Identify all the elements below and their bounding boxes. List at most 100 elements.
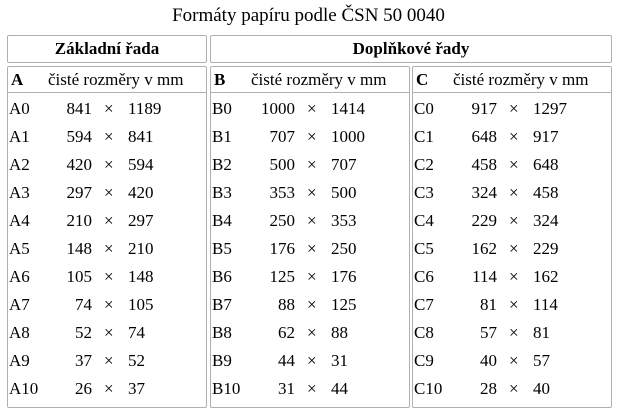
format-name: A6 — [9, 267, 30, 286]
height-value: 420 — [128, 183, 154, 202]
format-name: A10 — [9, 379, 39, 398]
times-sign: × — [509, 295, 519, 314]
width-value: 114 — [472, 267, 497, 286]
format-name: A7 — [9, 295, 30, 314]
height-value: 105 — [128, 295, 154, 314]
height-value: 297 — [128, 211, 154, 230]
height-value: 37 — [128, 379, 145, 398]
width-value: 88 — [278, 295, 295, 314]
table-row: B10 31 × 44 — [211, 375, 409, 403]
table-row: C10 28 × 40 — [413, 375, 611, 403]
table-row: B5 176 × 250 — [211, 235, 409, 263]
table-row: C8 57 × 81 — [413, 319, 611, 347]
table-row: C7 81 × 114 — [413, 291, 611, 319]
table-row: A5 148 × 210 — [8, 235, 206, 263]
format-name: B6 — [212, 267, 232, 286]
table-row: B8 62 × 88 — [211, 319, 409, 347]
times-sign: × — [104, 239, 114, 258]
height-value: 125 — [331, 295, 357, 314]
format-name: A1 — [9, 127, 30, 146]
table-row: C6 114 × 162 — [413, 263, 611, 291]
times-sign: × — [104, 99, 114, 118]
width-value: 57 — [480, 323, 497, 342]
width-value: 707 — [269, 127, 296, 146]
width-value: 176 — [269, 239, 296, 258]
format-name: C1 — [414, 127, 434, 146]
width-value: 31 — [278, 379, 295, 398]
series-letter: C — [416, 70, 429, 89]
table-row: C9 40 × 57 — [413, 347, 611, 375]
times-sign: × — [509, 183, 519, 202]
times-sign: × — [307, 99, 317, 118]
format-name: A2 — [9, 155, 30, 174]
dimension-unit-label: čisté rozměry v mm — [251, 70, 387, 89]
header-divider — [413, 92, 611, 93]
height-value: 1000 — [331, 127, 365, 146]
width-value: 40 — [480, 351, 497, 370]
format-name: C9 — [414, 351, 434, 370]
height-value: 44 — [331, 379, 348, 398]
format-name: B9 — [212, 351, 232, 370]
times-sign: × — [307, 155, 317, 174]
height-value: 52 — [128, 351, 145, 370]
height-value: 1189 — [128, 99, 162, 118]
dimension-unit-label: čisté rozměry v mm — [453, 70, 589, 89]
format-name: A9 — [9, 351, 30, 370]
times-sign: × — [307, 127, 317, 146]
table-row: A10 26 × 37 — [8, 375, 206, 403]
times-sign: × — [509, 155, 519, 174]
series-letter: A — [11, 70, 24, 89]
format-name: C2 — [414, 155, 434, 174]
height-value: 594 — [128, 155, 154, 174]
table-row: C5 162 × 229 — [413, 235, 611, 263]
format-name: C4 — [414, 211, 434, 230]
times-sign: × — [104, 183, 114, 202]
table-row: C4 229 × 324 — [413, 207, 611, 235]
width-value: 500 — [269, 155, 296, 174]
width-value: 917 — [471, 99, 498, 118]
table-row: C2 458 × 648 — [413, 151, 611, 179]
times-sign: × — [104, 211, 114, 230]
format-name: B8 — [212, 323, 232, 342]
height-value: 176 — [331, 267, 357, 286]
format-name: A8 — [9, 323, 30, 342]
times-sign: × — [307, 351, 317, 370]
format-name: B4 — [212, 211, 232, 230]
width-value: 458 — [471, 155, 498, 174]
format-name: C7 — [414, 295, 434, 314]
times-sign: × — [104, 295, 114, 314]
height-value: 841 — [128, 127, 154, 146]
times-sign: × — [509, 239, 519, 258]
table-row: B3 353 × 500 — [211, 179, 409, 207]
times-sign: × — [104, 267, 114, 286]
table-row: B1 707 × 1000 — [211, 123, 409, 151]
times-sign: × — [307, 295, 317, 314]
times-sign: × — [509, 267, 519, 286]
format-name: C8 — [414, 323, 434, 342]
times-sign: × — [509, 323, 519, 342]
times-sign: × — [307, 183, 317, 202]
header-divider — [8, 92, 206, 93]
table-row: B4 250 × 353 — [211, 207, 409, 235]
times-sign: × — [509, 127, 519, 146]
height-value: 458 — [533, 183, 559, 202]
table-row: B0 1000 × 1414 — [211, 95, 409, 123]
table-row: A4 210 × 297 — [8, 207, 206, 235]
table-title: Formáty papíru podle ČSN 50 0040 — [172, 5, 445, 26]
width-value: 210 — [66, 211, 93, 230]
series-letter: B — [214, 70, 226, 89]
format-name: C0 — [414, 99, 434, 118]
dimension-unit-label: čisté rozměry v mm — [48, 70, 184, 89]
format-name: B5 — [212, 239, 232, 258]
width-value: 105 — [66, 267, 93, 286]
height-value: 353 — [331, 211, 357, 230]
height-value: 324 — [533, 211, 559, 230]
table-row: B9 44 × 31 — [211, 347, 409, 375]
height-value: 74 — [128, 323, 145, 342]
width-value: 74 — [75, 295, 92, 314]
format-name: A5 — [9, 239, 30, 258]
